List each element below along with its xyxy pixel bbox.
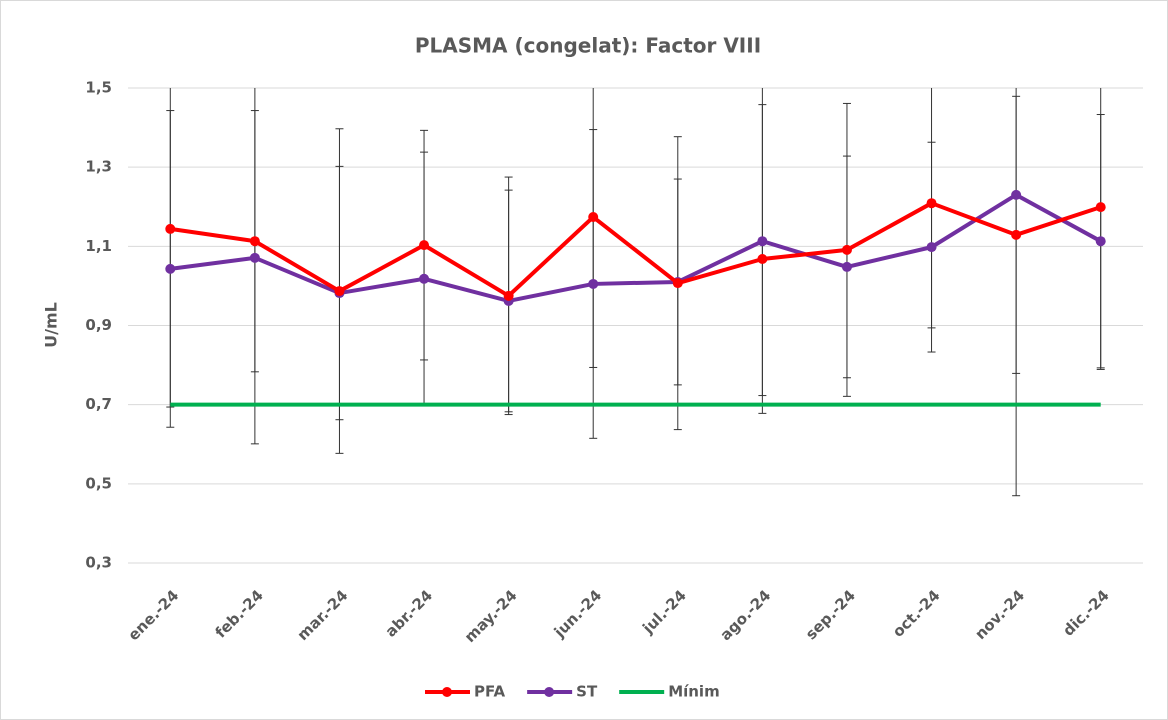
y-tick-label: 0,5 [85,474,112,492]
marker [1011,189,1022,200]
marker [249,252,260,263]
marker [165,263,176,274]
y-tick-label: 1,5 [85,79,112,97]
y-axis-label: U/mL [42,302,61,348]
marker [419,240,430,251]
marker [757,254,768,264]
marker [503,290,514,301]
legend-label: PFA [474,683,506,701]
marker [1011,229,1022,240]
marker [334,286,345,297]
series-line [170,201,1102,298]
legend-item: Mínim [619,683,720,701]
marker [757,236,768,247]
marker [841,244,852,255]
legend-item: ST [527,683,598,701]
y-tick-label: 1,1 [85,237,112,255]
error-bar [250,88,259,445]
marker [249,236,260,247]
marker [588,212,599,223]
y-tick-label: 0,3 [85,554,112,572]
y-tick-label: 0,7 [85,395,112,413]
error-bar [1012,88,1021,497]
marker [672,278,683,289]
legend-item: PFA [425,683,506,701]
y-tick-label: 0,9 [85,316,112,334]
marker [841,261,852,272]
legend-marker [442,687,452,697]
y-tick-label: 1,3 [85,158,112,176]
marker [165,223,176,234]
marker [926,242,937,253]
series-line [170,192,1102,303]
legend-marker [544,687,555,697]
marker [1095,236,1106,247]
legend-label: ST [576,683,598,701]
marker [926,198,937,209]
chart-title: PLASMA (congelat): Factor VIII [415,34,761,58]
marker [588,278,599,289]
legend-label: Mínim [668,683,720,701]
marker [1095,202,1106,213]
marker [419,273,430,284]
